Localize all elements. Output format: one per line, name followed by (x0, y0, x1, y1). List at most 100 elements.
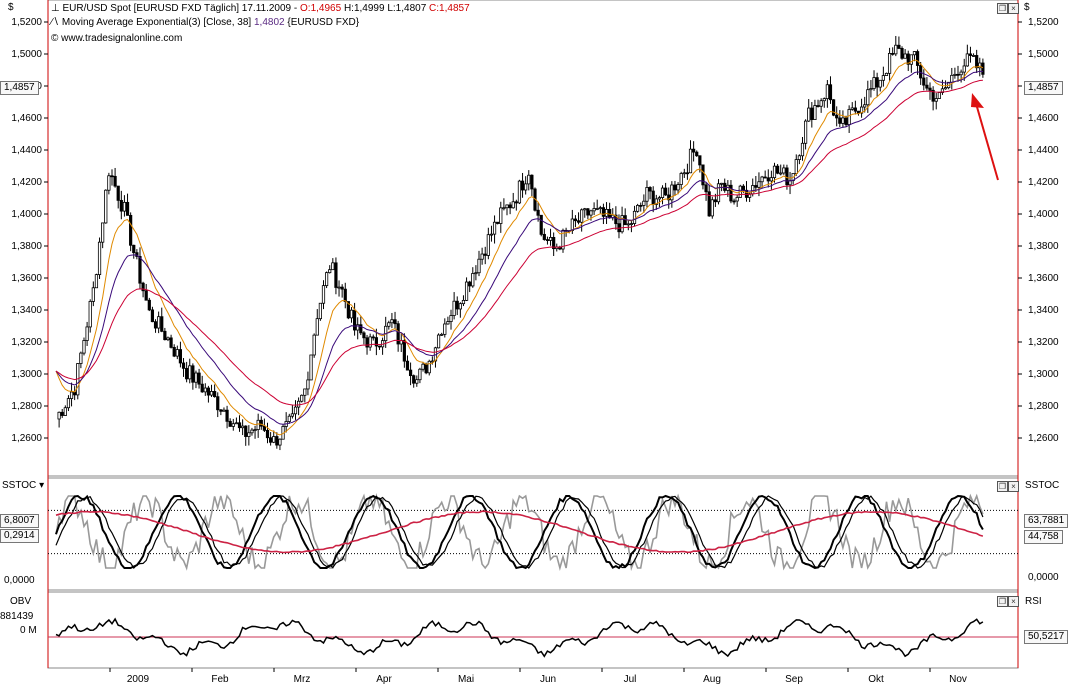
candle-body-151 (524, 183, 528, 191)
candle-body-12 (91, 287, 95, 302)
candle-body-189 (642, 200, 646, 206)
candle-body-206 (695, 151, 699, 157)
ytick-label-left-8: 1,4200 (11, 177, 42, 188)
sstoc-gray-line (55, 492, 984, 572)
ema-slow-line (55, 79, 983, 406)
candle-body-83 (312, 334, 316, 356)
candle-body-228 (763, 176, 767, 179)
candle-body-217 (729, 184, 733, 202)
ytick-label-right-4: 1,3400 (1028, 305, 1059, 316)
candle-body-137 (480, 253, 484, 260)
candle-body-234 (782, 167, 786, 174)
candle-body-244 (813, 105, 817, 120)
candle-body-124 (440, 333, 444, 336)
ytick-label-left-2: 1,3000 (11, 369, 42, 380)
candle-body-30 (147, 299, 151, 311)
candle-body-25 (132, 244, 136, 254)
candle-body-128 (452, 300, 456, 316)
candle-body-70 (272, 436, 276, 443)
ytick-label-right-2: 1,3000 (1028, 369, 1059, 380)
ytick-label-left-12: 1,5000 (11, 49, 42, 60)
candle-body-187 (636, 204, 640, 212)
candle-body-266 (881, 75, 885, 81)
close-button-price[interactable]: × (1008, 3, 1019, 14)
candle-body-249 (828, 84, 833, 101)
xtick-label-10: Nov (949, 674, 967, 685)
candle-body-186 (632, 210, 637, 224)
candle-body-75 (287, 415, 291, 422)
xtick-label-4: Mai (458, 674, 474, 685)
candle-body-194 (657, 197, 662, 200)
candle-body-113 (405, 360, 410, 371)
candle-body-283 (934, 98, 938, 102)
candle-body-95 (349, 309, 354, 319)
candle-body-211 (710, 199, 714, 217)
candle-body-289 (953, 73, 957, 76)
candle-body-63 (250, 429, 254, 434)
candle-body-153 (530, 174, 534, 190)
candle-body-118 (421, 363, 425, 370)
candle-body-135 (474, 272, 478, 275)
restore-button-obv[interactable]: ❐ (997, 596, 1008, 607)
obv-line (55, 617, 984, 658)
stochastic-series (48, 492, 1018, 572)
candle-body-160 (552, 237, 556, 250)
candle-body-133 (468, 281, 472, 287)
candle-body-23 (125, 201, 130, 216)
candle-body-146 (508, 204, 512, 209)
candle-body-16 (104, 189, 108, 224)
candle-body-292 (962, 65, 966, 73)
ema-lines (55, 59, 984, 436)
candle-body-44 (191, 365, 195, 383)
restore-button-price[interactable]: ❐ (997, 3, 1008, 14)
line-icon: ∕∖ (51, 17, 62, 28)
candle-body-261 (866, 89, 870, 106)
ytick-label-left-4: 1,3400 (11, 305, 42, 316)
xtick-label-5: Jun (540, 674, 556, 685)
close-button-sstoc[interactable]: × (1008, 481, 1019, 492)
sstoc-right-value-1: 63,7881 (1024, 514, 1069, 528)
candle-body-31 (150, 309, 155, 323)
candle-body-272 (900, 48, 904, 59)
candle-body-92 (340, 286, 344, 290)
candle-body-131 (461, 299, 466, 305)
xtick-label-8: Sep (785, 674, 803, 685)
candle-body-273 (903, 53, 907, 59)
candle-body-91 (337, 286, 341, 289)
candle-body-114 (408, 369, 413, 377)
candle-body-271 (897, 44, 901, 49)
candle-body-52 (216, 396, 220, 411)
candle-body-80 (303, 388, 307, 396)
restore-button-sstoc[interactable]: ❐ (997, 481, 1008, 492)
ytick-label-left-1: 1,2800 (11, 401, 42, 412)
candle-body-145 (505, 204, 509, 209)
candle-body-139 (486, 234, 490, 256)
candle-body-152 (527, 174, 531, 185)
candle-body-3 (63, 407, 67, 416)
candle-body-270 (894, 44, 898, 55)
candle-body-76 (290, 413, 294, 417)
candle-body-129 (455, 300, 459, 310)
currency-label-left: $ (8, 2, 14, 13)
candle-body-176 (601, 207, 606, 217)
candle-body-182 (620, 215, 624, 233)
candle-body-88 (328, 269, 332, 274)
xtick-label-6: Jul (624, 674, 637, 685)
candle-body-90 (334, 262, 338, 288)
xtick-label-3: Apr (376, 674, 392, 685)
candle-body-69 (269, 437, 273, 443)
candle-body-15 (101, 222, 105, 243)
candle-body-22 (122, 201, 127, 212)
candle-body-138 (483, 253, 487, 256)
candle-body-232 (776, 165, 780, 174)
obv-zero-label: 0 M (20, 625, 37, 636)
candle-body-38 (172, 346, 176, 357)
candle-body-264 (875, 77, 879, 88)
close-button-obv[interactable]: × (1008, 596, 1019, 607)
candle-body-117 (418, 368, 422, 381)
candle-body-94 (346, 301, 350, 319)
candle-body-1 (57, 411, 61, 420)
candle-body-68 (265, 429, 270, 439)
candle-body-126 (446, 321, 450, 325)
candle-body-229 (766, 177, 770, 182)
